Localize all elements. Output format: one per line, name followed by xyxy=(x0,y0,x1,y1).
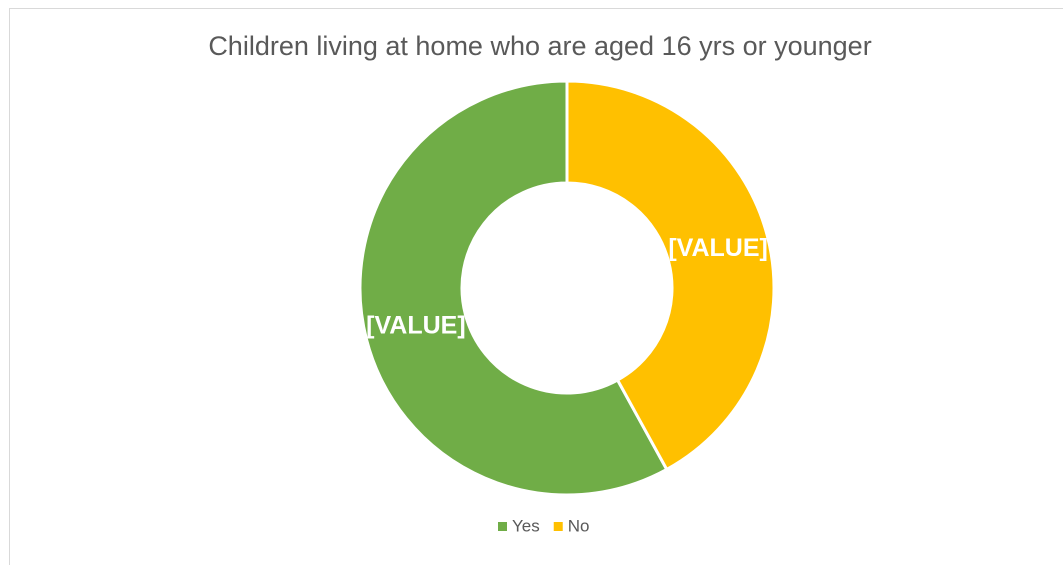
donut-slice xyxy=(565,79,776,472)
data-label: [VALUE] xyxy=(668,234,768,262)
legend-swatch xyxy=(498,522,507,531)
chart-title: Children living at home who are aged 16 … xyxy=(208,31,871,61)
donut-slice xyxy=(358,79,669,497)
legend-label: Yes xyxy=(512,516,540,535)
data-label: [VALUE] xyxy=(366,311,466,339)
legend-label: No xyxy=(568,516,590,535)
legend-swatch xyxy=(553,522,563,531)
